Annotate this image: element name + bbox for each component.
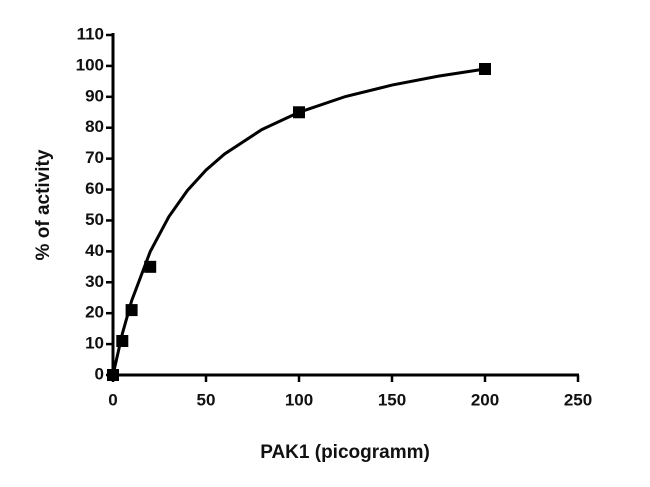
- data-point: [116, 335, 129, 347]
- y-tick-label: 10: [85, 334, 104, 353]
- y-tick-label: 70: [85, 148, 104, 167]
- data-point: [125, 304, 138, 317]
- x-axis-label: PAK1 (picogramm): [260, 442, 430, 463]
- fit-curve: [111, 67, 486, 376]
- y-tick-label: 110: [77, 24, 104, 43]
- data-point: [479, 63, 491, 75]
- y-tick-label: 30: [85, 272, 104, 291]
- x-tick-label: 200: [471, 390, 499, 409]
- y-tick-label: 90: [85, 86, 104, 105]
- y-tick-label: 40: [85, 241, 104, 260]
- y-axis-label: % of activity: [33, 149, 54, 260]
- y-tick-label: 0: [95, 364, 104, 383]
- y-tick-label: 60: [85, 179, 104, 198]
- x-tick-label: 250: [564, 390, 592, 409]
- x-tick-label: 0: [108, 390, 117, 409]
- y-tick-label: 80: [85, 117, 104, 136]
- data-point: [107, 369, 119, 381]
- y-tick-label: 50: [85, 210, 104, 229]
- y-tick-label: 100: [76, 55, 104, 74]
- data-point: [144, 260, 157, 273]
- x-tick-label: 150: [378, 390, 406, 409]
- data-point: [293, 106, 305, 119]
- x-tick-label: 100: [285, 390, 313, 409]
- y-tick-label: 20: [85, 303, 104, 322]
- x-tick-label: 50: [197, 390, 216, 409]
